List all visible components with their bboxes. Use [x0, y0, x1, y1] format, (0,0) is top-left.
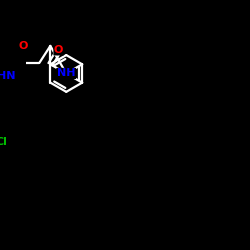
- Text: O: O: [19, 40, 28, 50]
- Text: Cl: Cl: [0, 137, 8, 147]
- Text: NH: NH: [57, 68, 76, 78]
- Text: O: O: [54, 45, 63, 55]
- Text: NH: NH: [57, 68, 76, 78]
- Text: HN: HN: [0, 71, 16, 81]
